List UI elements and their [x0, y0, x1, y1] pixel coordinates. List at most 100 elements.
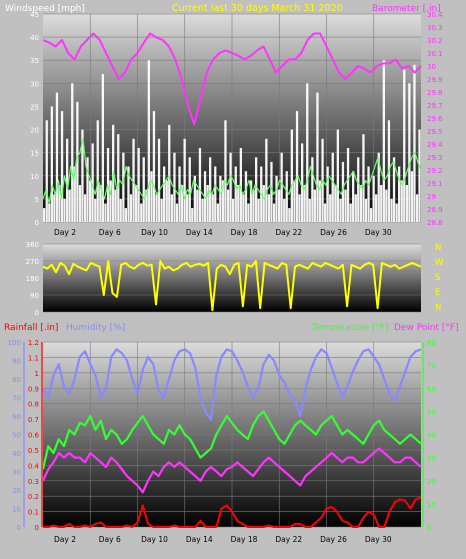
climate-xtick-label: Day 26 — [320, 535, 347, 544]
windspeed-bar — [101, 74, 104, 222]
chart-title: Current last 30 days March 31 2020 — [172, 3, 343, 14]
windspeed-bar — [209, 157, 212, 222]
wind-ytick-label: 5 — [35, 196, 39, 204]
wind-xtick-label: Day 22 — [275, 228, 302, 237]
windspeed-bar — [201, 198, 204, 222]
humidity-ytick-label: 30 — [12, 469, 21, 477]
wind-ytick-label: 25 — [30, 103, 39, 111]
windspeed-bar — [380, 185, 383, 222]
rainfall-ytick-label: 0.2 — [28, 493, 39, 501]
humidity-axis-title: Humidity [%] — [66, 323, 125, 333]
windspeed-bar — [252, 189, 255, 222]
wind-xtick-label: Day 10 — [141, 228, 168, 237]
wind-ytick-label: 20 — [30, 127, 39, 135]
windspeed-bar — [191, 208, 194, 222]
windspeed-bar — [354, 194, 357, 222]
barometer-axis-title: Barometer [.in] — [372, 4, 441, 14]
windspeed-bar — [249, 180, 253, 222]
temperature-line — [41, 410, 422, 470]
windspeed-bar — [63, 198, 66, 222]
windspeed-bar — [382, 60, 385, 223]
rainfall-ytick-label: 0.9 — [28, 385, 39, 393]
climate-xtick-label: Day 22 — [275, 535, 302, 544]
windspeed-bar — [58, 185, 61, 222]
windspeed-bar — [247, 203, 250, 222]
direction-ytick-label: 270 — [26, 258, 39, 266]
temperature-ytick-label: 60 — [427, 385, 436, 393]
windspeed-bar — [398, 166, 401, 222]
windspeed-bar — [255, 157, 258, 222]
windspeed-bar — [183, 138, 186, 222]
direction-compass-label: W — [435, 258, 444, 268]
windspeed-bar — [329, 194, 332, 222]
windspeed-bar — [50, 106, 53, 222]
windspeed-bar — [275, 175, 278, 222]
windspeed-bar — [346, 148, 350, 222]
windspeed-bar — [303, 185, 306, 222]
direction-ytick-label: 180 — [26, 275, 39, 283]
barometer-ytick-label: 29.1 — [427, 180, 443, 188]
windspeed-bar — [334, 185, 337, 222]
windspeed-bar — [313, 189, 316, 222]
windspeed-bar — [234, 166, 237, 222]
windspeed-bar — [186, 194, 189, 222]
barometer-ytick-label: 30.1 — [427, 50, 443, 58]
windspeed-bar — [142, 157, 145, 222]
windspeed-bar — [413, 64, 416, 222]
windspeed-bar — [122, 152, 125, 222]
wind-ytick-label: 10 — [30, 173, 39, 181]
rainfall-ytick-label: 0 — [35, 524, 39, 532]
windspeed-bar — [137, 148, 140, 222]
windspeed-bar — [418, 129, 421, 222]
windspeed-bar — [290, 129, 293, 222]
direction-ytick-label: 360 — [26, 241, 39, 249]
windspeed-bar — [73, 166, 76, 222]
windspeed-bar — [308, 198, 311, 222]
temperature-ytick-label: 30 — [427, 455, 436, 463]
windspeed-bar — [55, 92, 59, 222]
humidity-ytick-label: 70 — [12, 395, 21, 403]
direction-ytick-label: 0 — [35, 309, 39, 317]
rainfall-axis-title: Rainfall [.in] — [4, 323, 58, 333]
windspeed-bar — [173, 152, 176, 222]
windspeed-bar — [270, 161, 273, 222]
windspeed-bar — [306, 83, 309, 222]
barometer-ytick-label: 29 — [427, 193, 436, 201]
rainfall-ytick-label: 0.4 — [28, 462, 40, 470]
wind-xtick-label: Day 6 — [99, 228, 121, 237]
windspeed-bar — [160, 198, 163, 222]
windspeed-bar — [295, 111, 299, 222]
windspeed-bar — [117, 134, 120, 222]
windspeed-bar — [109, 180, 112, 222]
direction-compass-label: S — [435, 273, 440, 283]
barometer-ytick-label: 29.7 — [427, 102, 443, 110]
windspeed-bar — [66, 138, 69, 222]
windspeed-bar — [301, 143, 304, 222]
wind-xtick-label: Day 14 — [186, 228, 213, 237]
windspeed-bar — [180, 185, 184, 222]
windspeed-bar — [188, 157, 191, 222]
windspeed-bar — [375, 194, 378, 222]
windspeed-bar — [83, 194, 87, 222]
barometer-ytick-label: 29.5 — [427, 128, 443, 136]
wind-xtick-label: Day 26 — [320, 228, 347, 237]
windspeed-bar — [219, 175, 222, 222]
rainfall-line — [43, 496, 422, 528]
climate-xtick-label: Day 6 — [99, 535, 121, 544]
windspeed-bar — [395, 203, 398, 222]
barometer-ytick-label: 28.9 — [427, 206, 443, 214]
humidity-ytick-label: 50 — [12, 432, 21, 440]
barometer-ytick-label: 29.6 — [427, 115, 443, 123]
windspeed-bar — [211, 194, 214, 222]
barometer-ytick-label: 28.8 — [427, 219, 443, 227]
windspeed-bar — [45, 120, 48, 222]
windspeed-bar — [216, 203, 219, 222]
windspeed-bar — [76, 101, 79, 222]
windspeed-bar — [285, 171, 288, 222]
windspeed-bar — [60, 111, 64, 222]
windspeed-bar — [89, 180, 92, 222]
windspeed-bar — [165, 180, 168, 222]
windspeed-bar — [114, 189, 117, 222]
wind-ytick-label: 30 — [30, 80, 39, 88]
